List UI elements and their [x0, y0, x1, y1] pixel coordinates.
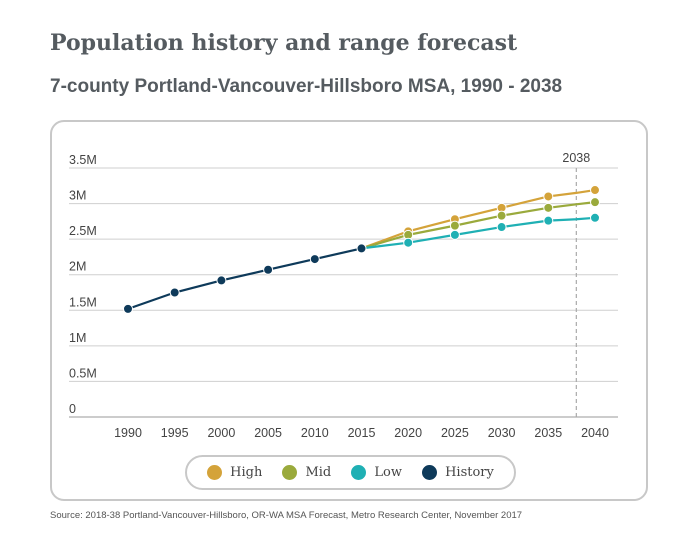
x-tick-label: 2015 — [348, 426, 376, 440]
data-point-history — [216, 275, 227, 286]
x-tick-label: 2035 — [534, 426, 562, 440]
data-point-history — [123, 303, 133, 314]
x-tick-label: 2005 — [254, 426, 282, 440]
legend-swatch-history — [422, 465, 438, 480]
x-tick-label: 1995 — [161, 426, 189, 440]
legend-swatch-mid — [282, 465, 298, 480]
y-tick-label: 3M — [69, 189, 86, 203]
x-tick-label: 2010 — [301, 426, 329, 440]
marker-label: 2038 — [562, 151, 590, 165]
data-point-low — [403, 237, 414, 248]
x-tick-label: 2000 — [207, 426, 235, 440]
legend-item-high: High — [207, 465, 262, 480]
data-point-history — [169, 287, 180, 298]
data-point-low — [543, 215, 554, 226]
legend-label-mid: Mid — [305, 465, 332, 480]
y-tick-label: 0 — [69, 402, 76, 416]
legend-label-low: Low — [374, 465, 402, 480]
data-point-mid — [449, 220, 460, 231]
data-point-low — [590, 212, 600, 223]
x-tick-label: 2025 — [441, 426, 469, 440]
legend-label-history: History — [445, 465, 494, 480]
data-point-history — [356, 243, 367, 254]
data-point-history — [263, 264, 274, 275]
data-point-low — [496, 222, 507, 233]
data-point-history — [309, 254, 320, 265]
data-point-mid — [496, 210, 507, 221]
chart-subtitle: 7-county Portland-Vancouver-Hillsboro MS… — [50, 76, 563, 97]
x-tick-label: 1990 — [114, 426, 142, 440]
data-point-mid — [590, 197, 600, 208]
series-line-mid — [361, 201, 596, 250]
chart-panel — [50, 120, 648, 501]
legend-label-high: High — [230, 465, 263, 480]
y-tick-label: 1M — [69, 331, 86, 345]
data-point-mid — [543, 202, 554, 213]
y-tick-label: 2M — [69, 260, 86, 274]
chart-title: Population history and range forecast — [50, 30, 518, 56]
x-tick-label: 2040 — [581, 426, 609, 440]
x-tick-label: 2030 — [488, 426, 516, 440]
legend-swatch-high — [207, 465, 223, 480]
source-note: Source: 2018-38 Portland-Vancouver-Hills… — [50, 510, 523, 521]
y-tick-label: 2.5M — [69, 224, 97, 238]
legend-item-history: History — [422, 465, 494, 480]
y-tick-label: 1.5M — [69, 295, 97, 309]
legend-item-mid: Mid — [282, 465, 331, 480]
data-point-high — [590, 185, 600, 196]
data-point-high — [543, 191, 554, 202]
y-tick-label: 0.5M — [69, 366, 97, 380]
data-point-low — [449, 229, 460, 240]
chart-legend: High Mid Low History — [185, 455, 516, 490]
y-tick-label: 3.5M — [69, 153, 97, 167]
series-line-low — [361, 216, 596, 250]
legend-swatch-low — [351, 465, 367, 480]
series-line-history — [127, 247, 362, 310]
x-tick-label: 2020 — [394, 426, 422, 440]
legend-item-low: Low — [351, 465, 402, 480]
